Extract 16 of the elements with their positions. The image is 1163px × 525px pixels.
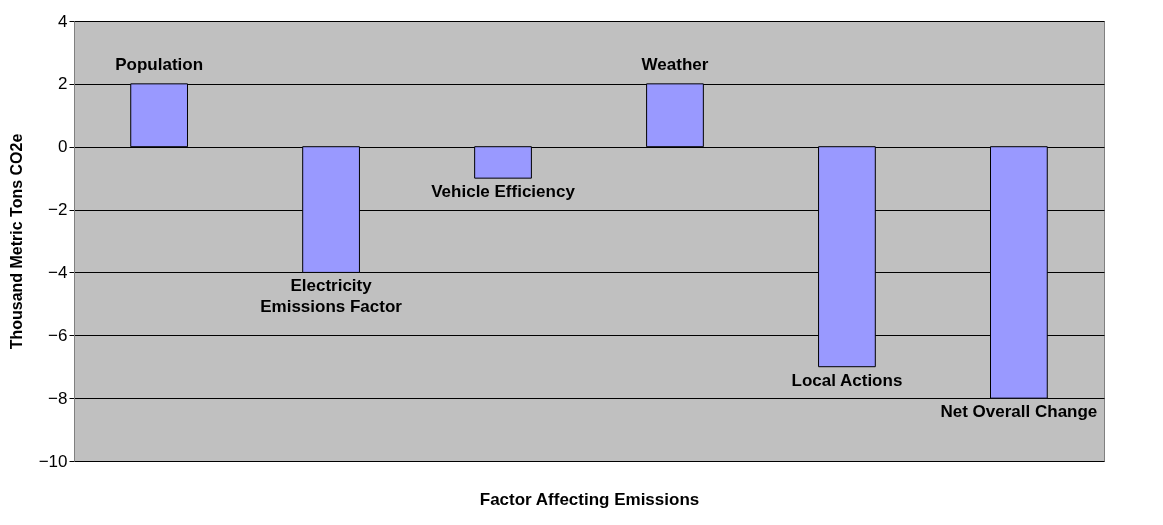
x-tick-label: Net Overall Change: [940, 402, 1098, 422]
y-axis-title: Thousand Metric Tons CO2e: [7, 133, 25, 350]
y-tick-label: −10: [38, 451, 68, 471]
y-tick-label: −2: [48, 200, 68, 220]
y-tick-label: 4: [58, 11, 68, 31]
y-tick-label: −8: [48, 388, 68, 408]
x-tick-label: Electricity Emissions Factor: [260, 276, 403, 317]
x-axis-title: Factor Affecting Emissions: [479, 489, 700, 509]
y-tick-label: −4: [48, 262, 68, 282]
y-tick-label: 0: [58, 137, 68, 157]
y-tick-label: 2: [58, 74, 68, 94]
x-tick-label: Local Actions: [791, 370, 903, 390]
x-tick-label: Population: [115, 54, 204, 74]
y-tick-label: −6: [48, 325, 68, 345]
x-tick-label: Weather: [641, 54, 709, 74]
x-tick-label: Vehicle Efficiency: [431, 182, 576, 202]
